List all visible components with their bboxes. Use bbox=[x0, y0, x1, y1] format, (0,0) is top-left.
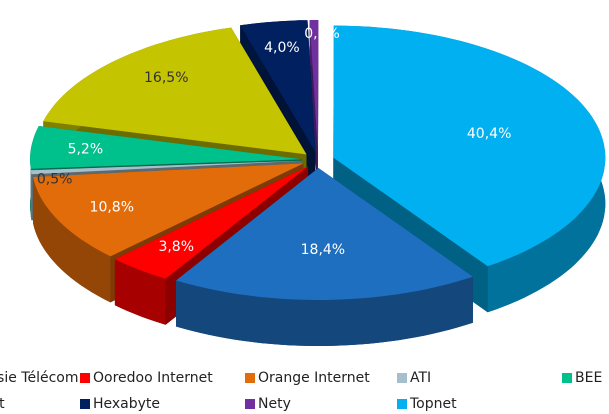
data-label: 0,5% bbox=[37, 172, 73, 188]
legend-label: Tunisie Télécom bbox=[0, 370, 79, 386]
pie-slice bbox=[30, 160, 303, 175]
legend-label: ATI bbox=[410, 370, 431, 386]
legend-label: BEE bbox=[575, 370, 602, 386]
pie-slice bbox=[33, 163, 304, 257]
legend-swatch bbox=[245, 373, 255, 383]
data-label: 3,8% bbox=[158, 239, 194, 255]
pie-slice bbox=[114, 166, 309, 279]
slice-wall bbox=[176, 276, 473, 346]
legend-swatch bbox=[245, 399, 255, 409]
pie-slice bbox=[43, 27, 307, 155]
legend-swatch bbox=[80, 373, 90, 383]
data-label: 10,8% bbox=[90, 199, 134, 215]
legend-label: Orange Internet bbox=[258, 370, 370, 386]
legend-label: Hexabyte bbox=[93, 396, 160, 412]
pie-slice bbox=[240, 20, 316, 153]
legend-label: Nety bbox=[258, 396, 291, 412]
legend-label: Ooredoo Internet bbox=[93, 370, 213, 386]
pie-slice bbox=[30, 126, 303, 169]
legend-swatch bbox=[562, 373, 572, 383]
slice-wall bbox=[33, 177, 111, 303]
data-label: 16,5% bbox=[144, 70, 188, 86]
legend-swatch bbox=[397, 373, 407, 383]
slice-group bbox=[176, 168, 473, 346]
data-label: 18,4% bbox=[301, 242, 345, 258]
legend-label: Globalnet bbox=[0, 396, 5, 412]
pie-slice bbox=[309, 20, 319, 152]
data-label: 4,0% bbox=[264, 40, 300, 56]
data-label: 40,4% bbox=[467, 126, 511, 142]
slice-wall bbox=[30, 170, 32, 221]
data-label: 5,2% bbox=[68, 142, 104, 158]
pie-slice bbox=[176, 168, 473, 300]
slice-wall bbox=[114, 259, 166, 325]
pie-slice bbox=[333, 25, 606, 267]
legend-label: Topnet bbox=[409, 396, 457, 412]
legend-swatch bbox=[80, 399, 90, 409]
data-label: 0,5% bbox=[304, 26, 340, 42]
legend-swatch bbox=[397, 399, 407, 409]
